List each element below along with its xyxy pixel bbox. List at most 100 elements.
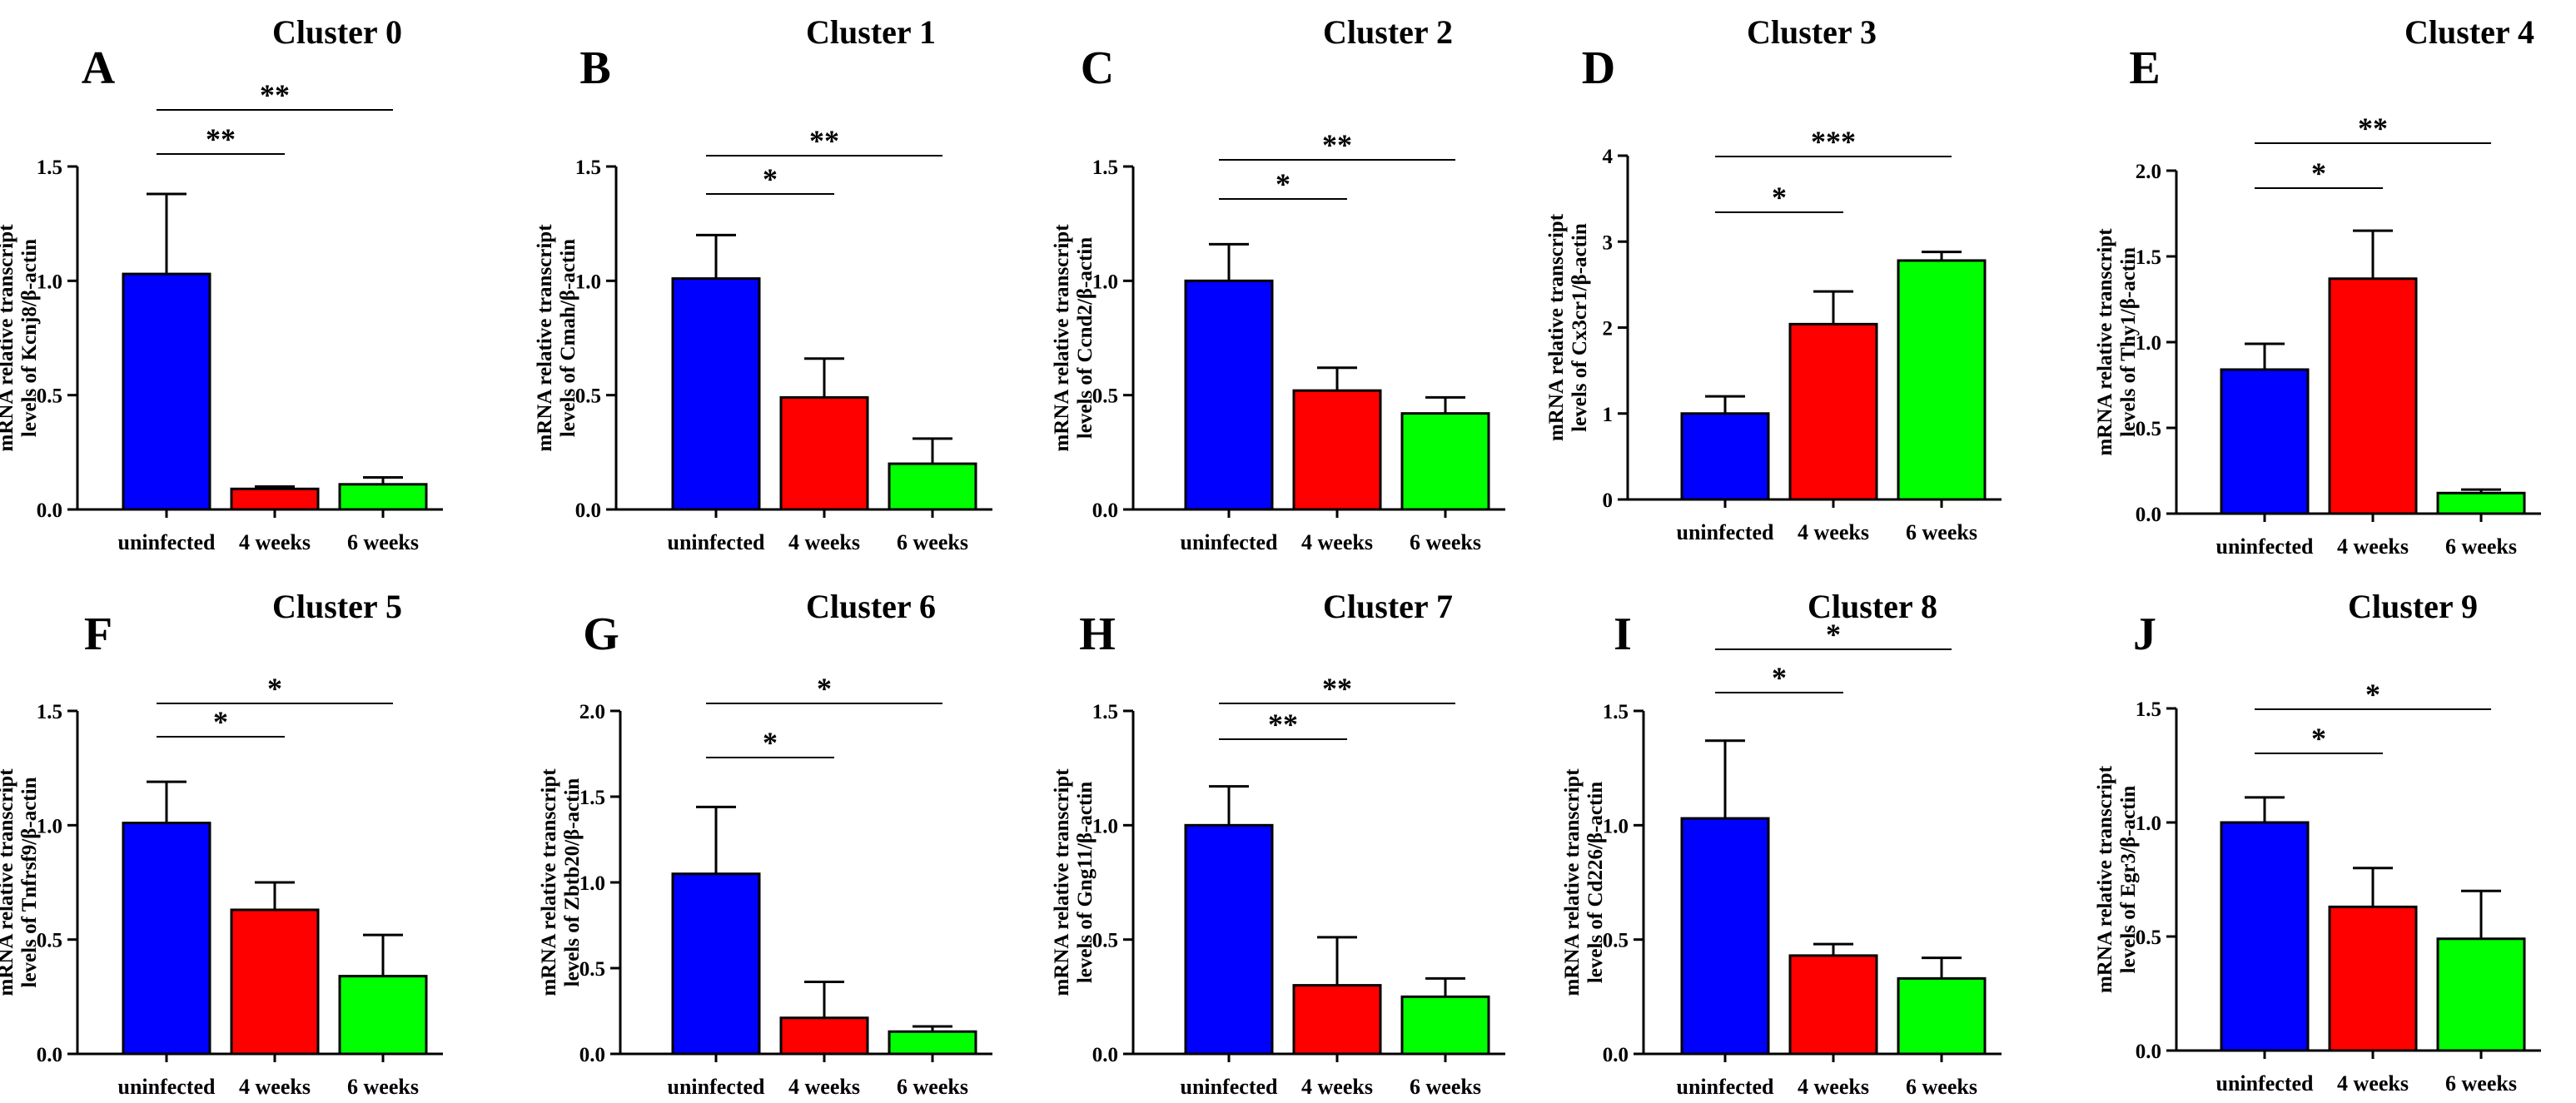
y-tick-label: 0.0 bbox=[37, 1044, 62, 1066]
bar-uninfected bbox=[122, 272, 211, 511]
y-tick-label: 1.0 bbox=[37, 815, 62, 837]
panel-letter: D bbox=[1582, 42, 1615, 94]
panel-letter: E bbox=[2129, 42, 2160, 94]
bar-6-weeks bbox=[888, 462, 977, 511]
x-category-label: uninfected bbox=[118, 1075, 216, 1099]
y-tick-label: 1.5 bbox=[2136, 246, 2161, 269]
x-category-label: 4 weeks bbox=[1798, 520, 1869, 544]
panel-title: Cluster 0 bbox=[272, 13, 402, 51]
y-tick-label: 0.0 bbox=[1092, 499, 1118, 522]
y-tick-label: 2 bbox=[1603, 318, 1614, 340]
panel-letter: B bbox=[579, 42, 610, 94]
significance-label: * bbox=[1826, 618, 1841, 651]
y-tick-label: 0 bbox=[1603, 489, 1614, 512]
x-category-label: 6 weeks bbox=[1410, 1075, 1481, 1099]
significance-label: * bbox=[1276, 167, 1290, 201]
y-tick-label: 0.0 bbox=[579, 1044, 605, 1066]
panel-letter: C bbox=[1081, 42, 1114, 94]
bar-6-weeks bbox=[1400, 412, 1490, 511]
bar-6-weeks bbox=[888, 1030, 977, 1056]
panel-title: Cluster 6 bbox=[806, 588, 936, 625]
y-axis-label-line-2: levels of Egr3/β-actin bbox=[2117, 786, 2140, 974]
bar-4-weeks bbox=[2328, 905, 2418, 1052]
y-tick-label: 1.5 bbox=[37, 701, 62, 723]
x-category-label: uninfected bbox=[2216, 1071, 2315, 1096]
x-category-label: 4 weeks bbox=[2337, 1071, 2409, 1096]
y-tick-label: 0.5 bbox=[2136, 927, 2161, 949]
significance-label: *** bbox=[1811, 125, 1856, 158]
panel-letter: H bbox=[1079, 609, 1116, 660]
y-tick-label: 1.5 bbox=[1092, 157, 1118, 179]
panel-title: Cluster 4 bbox=[2404, 13, 2534, 51]
y-tick-label: 0.5 bbox=[1603, 930, 1629, 952]
panel-e: E Cluster 4 mRNA relative transcript levels… bbox=[2094, 13, 2541, 559]
y-axis-label-line-1: mRNA relative transcript bbox=[1051, 224, 1073, 452]
x-category-label: 4 weeks bbox=[1301, 1075, 1373, 1099]
y-axis-label-line-2: levels of Thy1/β-actin bbox=[2117, 247, 2140, 437]
x-category-label: uninfected bbox=[1677, 1075, 1775, 1099]
panel-letter: F bbox=[84, 609, 112, 660]
y-tick-label: 4 bbox=[1603, 146, 1614, 168]
bar-uninfected bbox=[1680, 817, 1770, 1056]
significance-label: * bbox=[267, 672, 282, 705]
panel-title: Cluster 1 bbox=[806, 13, 936, 51]
y-axis-label-line-1: mRNA relative transcript bbox=[534, 224, 556, 452]
panel-title: Cluster 9 bbox=[2348, 588, 2478, 625]
bar-4-weeks bbox=[1788, 954, 1878, 1056]
x-category-label: uninfected bbox=[1677, 520, 1775, 544]
y-tick-label: 0.0 bbox=[1603, 1044, 1629, 1066]
significance-label: ** bbox=[1268, 708, 1298, 741]
y-axis-label-line-1: mRNA relative transcript bbox=[1051, 768, 1073, 996]
significance-label: ** bbox=[1322, 672, 1352, 705]
x-category-label: 4 weeks bbox=[788, 1075, 860, 1099]
panel-h: H Cluster 7 mRNA relative transcript levels… bbox=[1051, 588, 1505, 1099]
y-axis-label-line-1: mRNA relative transcript bbox=[2094, 765, 2116, 993]
significance-label: ** bbox=[260, 78, 290, 112]
x-category-label: uninfected bbox=[668, 530, 766, 554]
x-category-label: 6 weeks bbox=[897, 530, 968, 554]
bar-6-weeks bbox=[338, 483, 428, 511]
y-axis-label-line-2: levels of Cx3cr1/β-actin bbox=[1569, 223, 1591, 432]
panel-j: J Cluster 9 mRNA relative transcript levels… bbox=[2094, 588, 2541, 1096]
y-axis-label-line-1: mRNA relative transcript bbox=[1545, 213, 1568, 441]
x-category-label: 4 weeks bbox=[239, 530, 311, 554]
x-category-label: 4 weeks bbox=[239, 1075, 311, 1099]
significance-label: ** bbox=[2358, 112, 2388, 145]
significance-label: ** bbox=[809, 124, 839, 157]
panel-g: G Cluster 6 mRNA relative transcript levels… bbox=[538, 588, 992, 1099]
y-tick-label: 2.0 bbox=[2136, 161, 2161, 183]
y-tick-label: 1.5 bbox=[2136, 698, 2161, 721]
x-category-label: 6 weeks bbox=[1410, 530, 1481, 554]
bar-uninfected bbox=[671, 872, 761, 1056]
x-category-label: uninfected bbox=[1181, 1075, 1279, 1099]
y-tick-label: 1.0 bbox=[2136, 812, 2161, 835]
y-tick-label: 1.5 bbox=[37, 157, 62, 179]
panel-title: Cluster 3 bbox=[1747, 13, 1877, 51]
bar-uninfected bbox=[671, 277, 761, 511]
bar-uninfected bbox=[2220, 821, 2310, 1052]
significance-label: ** bbox=[206, 122, 236, 156]
bar-4-weeks bbox=[1788, 322, 1878, 501]
y-axis-label-line-2: levels of Cd226/β-actin bbox=[1584, 782, 1607, 983]
panel-b: B Cluster 1 mRNA relative transcript levels… bbox=[534, 13, 992, 554]
y-axis-label-line-1: mRNA relative transcript bbox=[2094, 228, 2116, 456]
y-axis-label-line-2: levels of Gng11/β-actin bbox=[1074, 782, 1097, 983]
x-category-label: 6 weeks bbox=[347, 1075, 419, 1099]
panel-d: D Cluster 3 mRNA relative transcript levels… bbox=[1545, 13, 2002, 544]
bar-4-weeks bbox=[1292, 984, 1382, 1056]
panel-title: Cluster 7 bbox=[1323, 588, 1453, 625]
bar-4-weeks bbox=[779, 1016, 869, 1056]
y-tick-label: 0.0 bbox=[2136, 1041, 2161, 1063]
bar-4-weeks bbox=[230, 908, 320, 1056]
x-category-label: uninfected bbox=[1181, 530, 1279, 554]
y-tick-label: 1.0 bbox=[37, 271, 62, 293]
panel-letter: G bbox=[583, 609, 619, 660]
bar-4-weeks bbox=[1292, 389, 1382, 511]
y-axis-label-line-2: levels of Zbtb20/β-actin bbox=[561, 778, 584, 987]
significance-label: * bbox=[2311, 722, 2326, 755]
bar-6-weeks bbox=[1400, 995, 1490, 1056]
significance-label: * bbox=[2365, 678, 2380, 711]
bar-4-weeks bbox=[2328, 277, 2418, 515]
y-tick-label: 1.0 bbox=[1092, 815, 1118, 837]
